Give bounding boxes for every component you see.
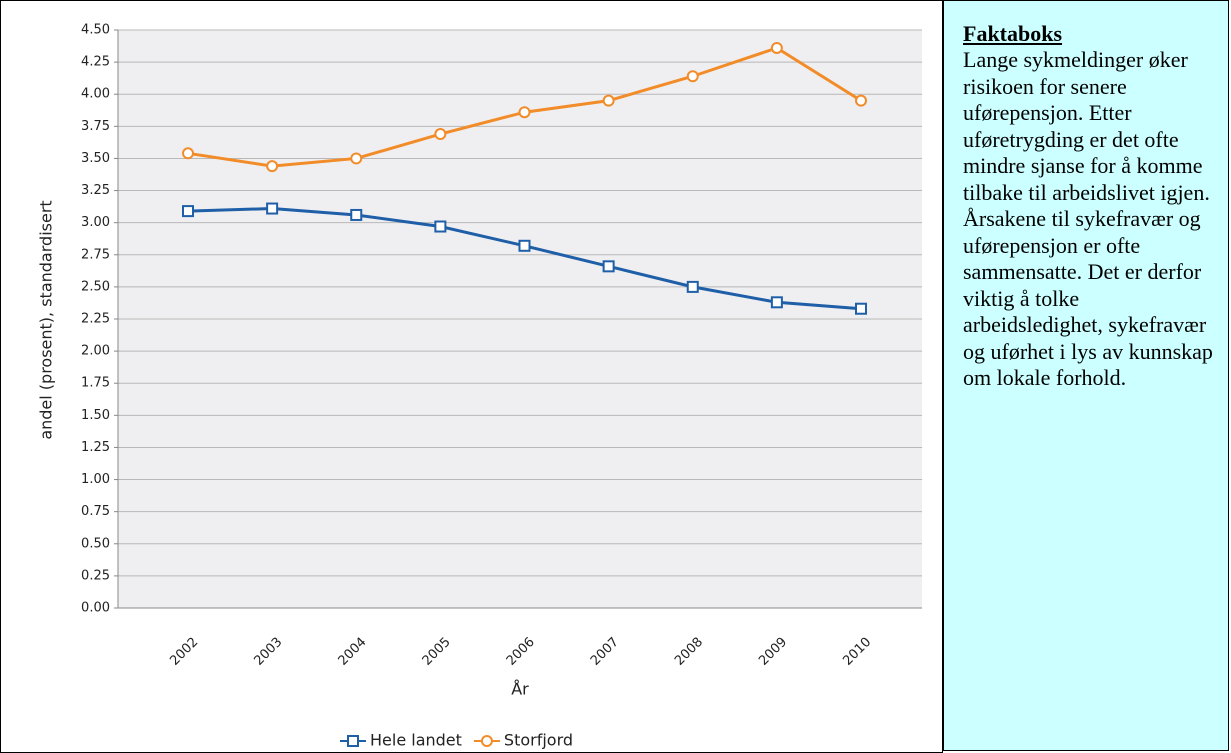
point bbox=[350, 208, 363, 221]
chart: andel (prosent), standardisert År 0.00 0.… bbox=[0, 0, 943, 753]
point bbox=[266, 160, 279, 173]
point bbox=[686, 280, 699, 293]
y-tick-label: 2.00 bbox=[81, 344, 110, 359]
legend-label: Hele landet bbox=[370, 731, 462, 750]
point bbox=[770, 296, 783, 309]
point bbox=[518, 106, 531, 119]
point bbox=[602, 94, 615, 107]
y-tick-label: 0.00 bbox=[81, 601, 110, 616]
y-tick-label: 4.25 bbox=[81, 55, 110, 70]
y-tick-label: 3.25 bbox=[81, 183, 110, 198]
y-tick-label: 3.00 bbox=[81, 215, 110, 230]
y-tick-label: 1.75 bbox=[81, 376, 110, 391]
legend-marker bbox=[347, 735, 359, 747]
y-tick-label: 3.75 bbox=[81, 119, 110, 134]
y-tick-label: 1.00 bbox=[81, 472, 110, 487]
point bbox=[770, 41, 783, 54]
point bbox=[434, 128, 447, 141]
point bbox=[518, 239, 531, 252]
y-tick-label: 2.25 bbox=[81, 312, 110, 327]
legend-label: Storfjord bbox=[504, 731, 573, 750]
legend-marker bbox=[480, 735, 493, 747]
point bbox=[182, 205, 194, 218]
point bbox=[686, 70, 699, 83]
point bbox=[434, 220, 447, 233]
point bbox=[855, 94, 867, 107]
point bbox=[182, 147, 194, 160]
factbox: Faktaboks Lange sykmeldinger øker risiko… bbox=[943, 0, 1229, 751]
y-tick-label: 0.75 bbox=[81, 504, 110, 519]
point bbox=[266, 202, 279, 215]
y-tick-label: 1.25 bbox=[81, 440, 110, 455]
point bbox=[602, 260, 615, 273]
y-tick-label: 1.50 bbox=[81, 408, 110, 423]
y-tick-label: 3.50 bbox=[81, 151, 110, 166]
y-axis-label: andel (prosent), standardisert bbox=[37, 200, 56, 439]
point bbox=[350, 152, 363, 165]
factbox-text: Lange sykmeldinger øker risikoen for sen… bbox=[963, 47, 1213, 390]
y-tick-label: 2.50 bbox=[81, 279, 110, 294]
y-tick-label: 2.75 bbox=[81, 247, 110, 262]
point bbox=[855, 302, 867, 315]
y-tick-label: 4.50 bbox=[81, 23, 110, 38]
x-axis-label: År bbox=[511, 680, 529, 699]
y-tick-label: 0.50 bbox=[81, 536, 110, 551]
y-tick-label: 0.25 bbox=[81, 568, 110, 583]
factbox-title: Faktaboks bbox=[963, 21, 1063, 46]
y-tick-label: 4.00 bbox=[81, 87, 110, 102]
